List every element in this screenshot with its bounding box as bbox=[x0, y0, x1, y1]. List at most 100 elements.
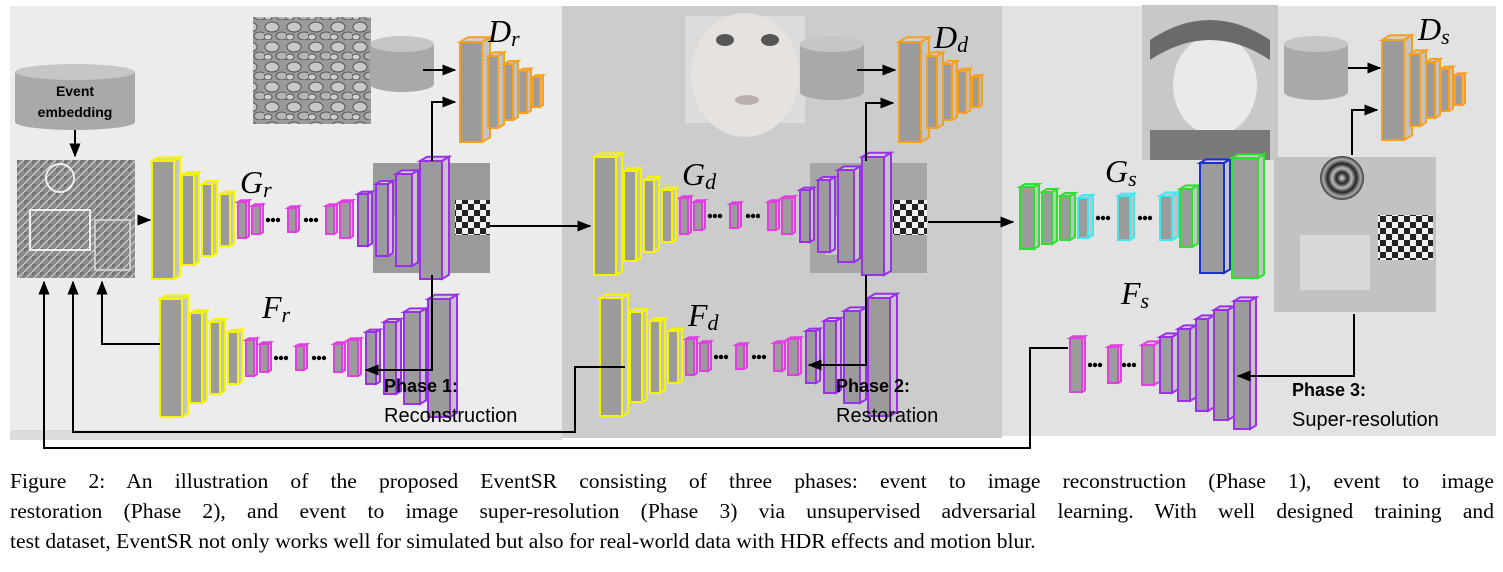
phase2-title: Phase 2: bbox=[836, 376, 910, 396]
database-phase1 bbox=[370, 36, 434, 92]
discriminator-Dr-layer-5 bbox=[529, 73, 547, 109]
texture-sample-image bbox=[253, 17, 371, 124]
generator-Fd-enc-layer-2 bbox=[626, 307, 651, 404]
label-Dr: Dr bbox=[487, 13, 520, 51]
generator-Gs-layer-2 bbox=[1038, 187, 1061, 246]
discriminator-Dd-layer-2 bbox=[923, 50, 947, 130]
discriminator-Dr-layer-4 bbox=[515, 66, 535, 115]
generator-Fr-dec-layer-5 bbox=[400, 306, 430, 406]
generator-Fr-dots-1 bbox=[273, 355, 289, 361]
generator-Fr-enc-layer-1 bbox=[156, 293, 192, 419]
generator-Gd-dec-layer-3 bbox=[796, 185, 818, 244]
generator-Fd-dec-layer-5 bbox=[840, 305, 870, 405]
generator-Fd-dec-layer-4 bbox=[820, 316, 845, 395]
generator-Gr-enc-layer-6 bbox=[248, 202, 267, 236]
portrait-sample-image bbox=[1142, 5, 1278, 160]
database-phase2 bbox=[800, 36, 864, 100]
generator-Gs-up-layer-2 bbox=[1176, 183, 1202, 249]
generator-Fr-dec-layer-3 bbox=[362, 327, 384, 386]
generator-Fs-layer-5 bbox=[1174, 323, 1200, 403]
generator-Gr-enc-layer-4 bbox=[216, 189, 238, 248]
generator-Gs-up-layer-3 bbox=[1196, 157, 1234, 275]
generator-Fr-enc-layer-3 bbox=[206, 317, 229, 396]
generator-Fd-dots-2 bbox=[751, 354, 767, 360]
generator-Fd-mid-layer bbox=[732, 341, 751, 371]
generator-Gr-dec-layer-3 bbox=[354, 189, 376, 248]
generator-Fr-dec-layer-1 bbox=[330, 340, 349, 374]
discriminator-Dd-layer-5 bbox=[968, 73, 986, 109]
generator-Gd-dec-layer-5 bbox=[834, 164, 864, 264]
generator-Gs-layer-1 bbox=[1016, 182, 1043, 251]
generator-Gr-dots-1 bbox=[265, 217, 281, 223]
phase1-title: Phase 1: bbox=[384, 376, 458, 396]
discriminator-Dd-layer-1 bbox=[895, 35, 933, 144]
discriminator-Ds-layer-3 bbox=[1422, 57, 1444, 120]
phase3-title: Phase 3: bbox=[1292, 380, 1366, 400]
generator-Fs-dots-1 bbox=[1087, 362, 1103, 368]
generator-Gd-dec-layer-4 bbox=[814, 175, 839, 254]
generator-Fr-dec-layer-6 bbox=[424, 293, 461, 419]
phase-labels: Phase 1: Reconstruction Phase 2: Restora… bbox=[384, 376, 1439, 431]
generator-Gd-enc-layer-5 bbox=[676, 194, 695, 236]
network-labels: Gr Fr Dr Gd Fd Dd Gs Fs Ds bbox=[240, 11, 1450, 335]
eventsr-diagram: Event embedding bbox=[10, 5, 1496, 449]
generator-Fs-layer-7 bbox=[1210, 304, 1238, 422]
generator-Gr-enc-layer-5 bbox=[234, 198, 253, 240]
generator-Fs-layer-2 bbox=[1104, 343, 1125, 385]
generator-Gr-enc-layer-1 bbox=[148, 155, 184, 281]
label-Fs: Fs bbox=[1120, 275, 1149, 313]
generator-Fs-layer-8 bbox=[1230, 295, 1260, 431]
discriminator-Dd-layer-4 bbox=[954, 66, 974, 115]
discriminator-Ds-layer-2 bbox=[1406, 48, 1430, 128]
caption-line-3: test dataset, EventSR not only works wel… bbox=[10, 529, 1036, 553]
phase1-name: Reconstruction bbox=[384, 405, 517, 427]
generator-Fd-enc-layer-5 bbox=[682, 335, 701, 377]
generator-Fd-dots-1 bbox=[713, 354, 729, 360]
generator-Gs-up-layer-1 bbox=[1156, 190, 1182, 242]
label-Ds: Ds bbox=[1417, 11, 1450, 49]
generator-Fs-layer-4 bbox=[1156, 331, 1182, 395]
generator-Fr-enc-layer-2 bbox=[186, 308, 211, 405]
generator-Gd-enc-layer-6 bbox=[690, 198, 709, 232]
label-Gd: Gd bbox=[682, 156, 717, 194]
generator-Gs-layer-4 bbox=[1074, 193, 1097, 240]
connectors bbox=[38, 62, 1382, 449]
generator-Gd-mid-layer bbox=[726, 200, 745, 230]
phase2-name: Restoration bbox=[836, 405, 938, 427]
generator-Gr-dec-layer-1 bbox=[322, 202, 341, 236]
generator-Fs-layer-3 bbox=[1138, 339, 1164, 387]
generator-Fs-layer-6 bbox=[1192, 313, 1218, 413]
generator-Fs-layer-1 bbox=[1066, 334, 1089, 394]
label-Gr: Gr bbox=[240, 164, 272, 202]
event-embedding-database: Event embedding bbox=[15, 64, 135, 130]
generator-Gs-mid-layer bbox=[1114, 191, 1138, 242]
event-input-image bbox=[17, 160, 135, 278]
generator-Gr-dec-layer-4 bbox=[372, 179, 397, 258]
figure-caption: Figure 2: An illustration of the propose… bbox=[10, 466, 1494, 556]
phase3-name: Super-resolution bbox=[1292, 409, 1439, 431]
label-Fd: Fd bbox=[687, 297, 720, 335]
generator-Fr-enc-layer-4 bbox=[224, 327, 246, 386]
discriminator-Ds-layer-5 bbox=[1451, 71, 1469, 107]
generator-Gr-dec-layer-5 bbox=[392, 168, 422, 268]
generator-Fd-dec-layer-1 bbox=[770, 339, 789, 373]
generator-Gd-dots-2 bbox=[745, 213, 761, 219]
generator-Gd-enc-layer-3 bbox=[640, 175, 663, 254]
generator-Fd-enc-layer-1 bbox=[596, 292, 632, 418]
generator-Gd-enc-layer-4 bbox=[658, 185, 680, 244]
discriminator-Ds-layer-1 bbox=[1378, 33, 1416, 142]
generator-Gd-dots-1 bbox=[707, 213, 723, 219]
generator-Gd-enc-layer-2 bbox=[620, 166, 645, 263]
generator-Gr-mid-layer bbox=[284, 204, 303, 234]
discriminator-Dd-layer-3 bbox=[939, 59, 961, 122]
generator-Gd-enc-layer-1 bbox=[590, 151, 626, 277]
label-Dd: Dd bbox=[933, 19, 969, 57]
generator-Fd-enc-layer-4 bbox=[664, 326, 686, 385]
generator-Gr-dec-layer-2 bbox=[336, 198, 357, 240]
label-Gs: Gs bbox=[1105, 153, 1137, 191]
generator-Fr-enc-layer-6 bbox=[256, 340, 275, 374]
label-Fr: Fr bbox=[261, 289, 291, 327]
generator-Fr-mid-layer bbox=[292, 342, 311, 372]
discriminator-Ds-layer-4 bbox=[1437, 64, 1457, 113]
event-embedding-label-2: embedding bbox=[38, 104, 113, 120]
